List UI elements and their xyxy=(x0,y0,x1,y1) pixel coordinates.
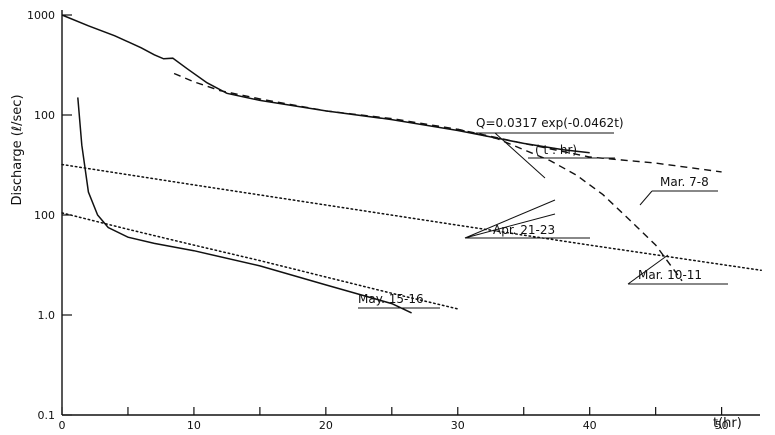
x-axis-label: t(hr) xyxy=(713,416,742,431)
equation-unit-annotation: ( t : hr) xyxy=(535,143,577,157)
axes xyxy=(61,10,760,416)
apr-21-23-leader xyxy=(464,199,556,239)
may-15-16-label: May. 15-16 xyxy=(358,292,424,306)
y-tick-label: 100 xyxy=(34,209,55,222)
x-tick-label: 30 xyxy=(451,419,465,432)
series-dotted-line-4 xyxy=(61,163,762,272)
ticks: 0 10 20 30 40 50 0.1 1.0 100 100 1000 xyxy=(27,9,729,432)
x-tick-label: 40 xyxy=(583,419,597,432)
mar-10-11-label: Mar. 10-11 xyxy=(638,268,702,282)
x-tick-label: 50 xyxy=(715,419,729,432)
y-axis-label: Discharge (ℓ/sec) xyxy=(10,94,25,205)
mar-10-11-leader xyxy=(627,254,669,285)
equation-leader xyxy=(494,132,546,179)
annotation-leaders xyxy=(358,132,728,309)
mar-7-8-leader xyxy=(639,190,653,206)
series-solid-line-0 xyxy=(61,14,590,154)
series-dashed-line-1 xyxy=(173,72,722,173)
y-tick-label: 1.0 xyxy=(38,309,56,322)
apr-21-23-label: Apr. 21-23 xyxy=(493,223,555,237)
series-solid-line-3 xyxy=(77,97,412,314)
x-tick-label: 10 xyxy=(187,419,201,432)
apr-21-23-leader xyxy=(464,213,556,239)
y-tick-label: 100 xyxy=(34,109,55,122)
mar-7-8-label: Mar. 7-8 xyxy=(660,175,709,189)
x-tick-label: 0 xyxy=(59,419,66,432)
y-tick-label: 1000 xyxy=(27,9,55,22)
equation-annotation: Q=0.0317 exp(-0.0462t) xyxy=(476,116,624,130)
series-dotted-line-5 xyxy=(61,212,459,310)
x-tick-label: 20 xyxy=(319,419,333,432)
y-tick-label: 0.1 xyxy=(38,409,56,422)
